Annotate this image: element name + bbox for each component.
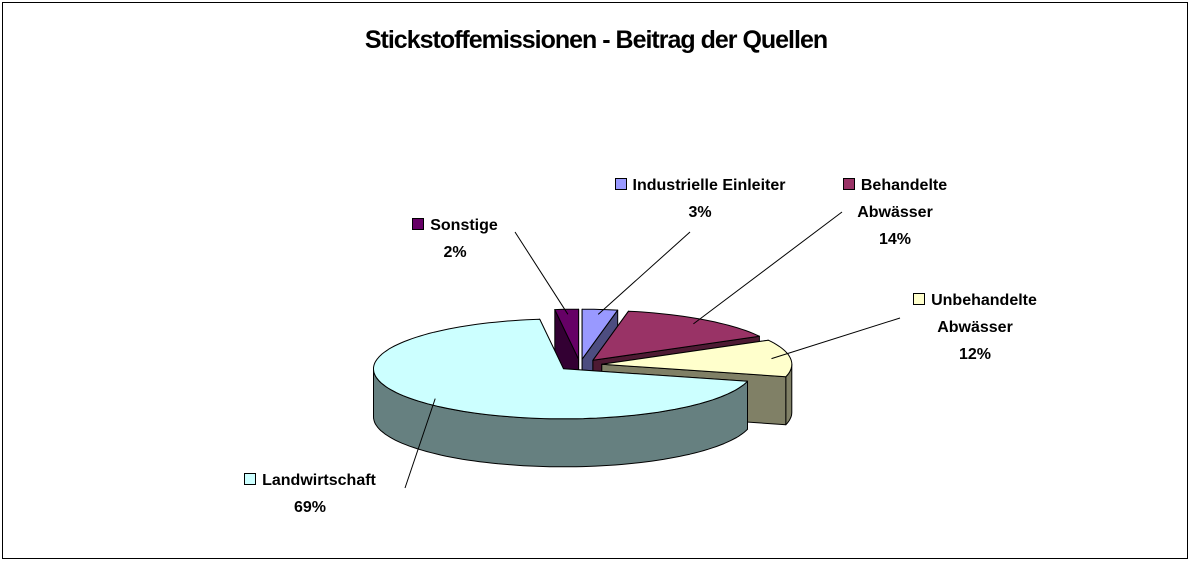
leader-line [514, 231, 569, 315]
leader-line [693, 211, 843, 325]
category-name: Unbehandelte Abwässer [931, 292, 1037, 336]
data-label: Industrielle Einleiter 3% [560, 172, 840, 226]
pie-slice [373, 318, 748, 468]
category-name: Industrielle Einleiter [632, 177, 786, 194]
slice-top [373, 318, 748, 420]
value-label: 12% [958, 346, 992, 363]
slice-top [592, 310, 760, 361]
leader-line [404, 398, 436, 489]
legend-key [842, 178, 855, 190]
data-label: Sonstige 2% [380, 212, 530, 266]
value-label: 69% [293, 499, 327, 516]
slice-top [554, 308, 580, 360]
data-label: Landwirtschaft 69% [200, 467, 420, 521]
legend-key [913, 293, 926, 305]
data-label: Unbehandelte Abwässer 12% [880, 287, 1070, 368]
data-label: Behandelte Abwässer 14% [820, 172, 970, 253]
category-name: Sonstige [430, 217, 498, 234]
leader-line [597, 231, 691, 315]
slice-top [581, 308, 619, 360]
legend-key [614, 178, 627, 190]
value-label: 2% [443, 244, 467, 261]
value-label: 3% [688, 204, 712, 221]
value-label: 14% [878, 231, 912, 248]
chart-title: Stickstoffemissionen - Beitrag der Quell… [364, 26, 828, 54]
slice-top [601, 339, 793, 378]
category-name: Landwirtschaft [262, 472, 376, 489]
leader-line [771, 317, 901, 360]
legend-key [244, 473, 257, 485]
category-name: Behandelte Abwässer [857, 177, 948, 221]
legend-key [412, 218, 425, 230]
